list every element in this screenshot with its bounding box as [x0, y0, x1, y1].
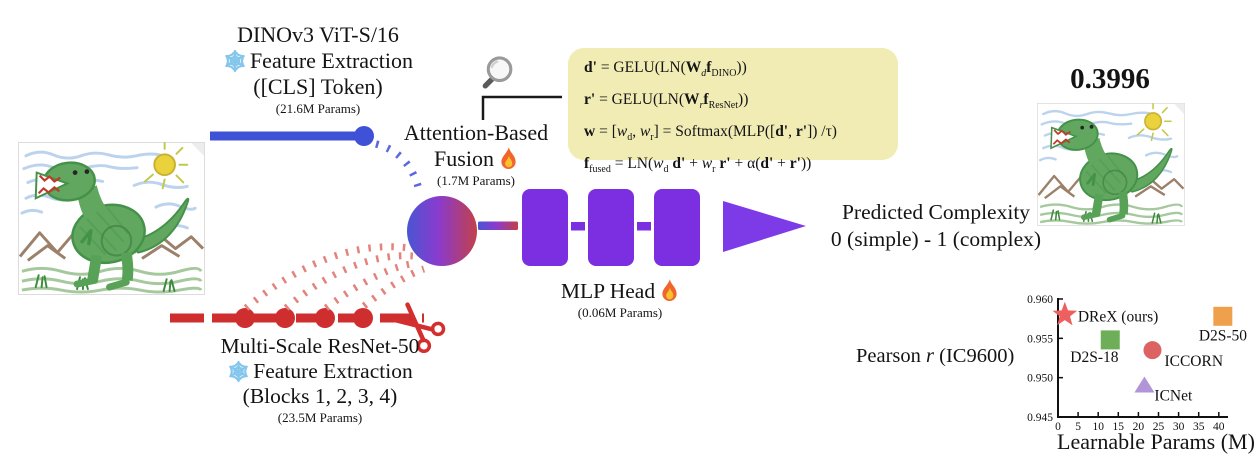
data-point-label: D2S-18	[1070, 349, 1118, 366]
x-tick-label: 15	[1113, 421, 1125, 433]
snowflake-icon	[223, 49, 247, 73]
x-tick-label: 40	[1213, 421, 1225, 433]
fusion-title-line2: Fusion	[434, 146, 494, 171]
dino-branch-title: DINOv3 ViT-S/16	[237, 22, 399, 47]
resnet-block-node	[235, 308, 255, 328]
fire-icon	[499, 147, 518, 170]
x-tick-label: 0	[1055, 421, 1061, 433]
x-tick-label: 10	[1092, 421, 1104, 433]
data-point-D2S-50	[1213, 306, 1233, 326]
data-point-label: ICNet	[1154, 388, 1193, 405]
fusion-circle	[407, 196, 477, 266]
mlp-head-params: (0.06M Params)	[577, 305, 663, 320]
equation-line: w = [wd, wr] = Softmax(MLP([d', r']) /τ)	[584, 123, 837, 144]
y-axis-label: Pearson r (IC9600)	[856, 345, 1015, 367]
mlp-head-title: MLP Head	[560, 279, 656, 303]
fusion-equations-box: d' = GELU(LN(WdfDINO)) r' = GELU(LN(WrfRe…	[568, 48, 898, 175]
scissors-icon	[392, 302, 446, 354]
fusion-label: Attention-Based Fusion (1.7M Params)	[376, 120, 576, 189]
mlp-block	[522, 189, 568, 266]
output-arrow	[723, 201, 806, 252]
output-label: Predicted Complexity 0 (simple) - 1 (com…	[812, 199, 1060, 253]
scatter-plot: 0 5 10 15 20 25 30 35 40 0.945 0.950 0.955 0.960 DReX…	[1027, 294, 1247, 433]
x-tick-label: 35	[1193, 421, 1205, 433]
output-line1: Predicted Complexity	[841, 200, 1031, 224]
x-tick-label: 25	[1153, 421, 1165, 433]
mlp-connector	[571, 222, 585, 231]
dino-branch-params: (21.6M Params)	[275, 101, 361, 116]
data-point-label: DReX (ours)	[1078, 309, 1159, 326]
snowflake-icon	[227, 360, 250, 383]
x-tick-label: 30	[1173, 421, 1185, 433]
equation-lines: d' = GELU(LN(WdfDINO)) r' = GELU(LN(WrfRe…	[584, 55, 898, 183]
mlp-block	[654, 189, 700, 266]
input-image-dinosaur-drawing	[18, 142, 205, 295]
equation-line: d' = GELU(LN(WdfDINO))	[584, 59, 747, 80]
dino-branch-token: ([CLS] Token)	[253, 74, 383, 99]
resnet-to-fusion-connectors	[243, 243, 426, 311]
mlp-head-label: MLP Head (0.06M Params)	[520, 279, 720, 321]
dino-branch-label: DINOv3 ViT-S/16 Feature Extraction ([CLS…	[212, 22, 424, 117]
x-tick-label: 20	[1133, 421, 1145, 433]
data-point-ICCORN	[1143, 341, 1162, 360]
resnet-branch-params: (23.5M Params)	[277, 410, 363, 425]
magnifier-icon	[485, 58, 511, 86]
resnet-branch-blocks: (Blocks 1, 2, 3, 4)	[242, 384, 398, 408]
resnet-branch-subtitle: Feature Extraction	[253, 359, 413, 383]
y-tick-label: 0.945	[1027, 412, 1053, 424]
prediction-score: 0.3996	[1070, 63, 1150, 95]
fusion-output-connector	[478, 221, 518, 230]
resnet-branch-label: Multi-Scale ResNet-50 Feature Extraction…	[208, 334, 432, 426]
fire-icon	[660, 279, 679, 302]
fusion-title-line1: Attention-Based	[403, 120, 549, 145]
resnet-block-node	[315, 308, 335, 328]
mlp-connector	[637, 222, 651, 231]
x-axis-label: Learnable Params (M)	[1057, 429, 1255, 454]
y-tick-label: 0.955	[1027, 333, 1053, 345]
x-tick-label: 5	[1075, 421, 1081, 433]
equation-pointer-line	[481, 95, 562, 120]
data-point-ICNet	[1134, 376, 1155, 393]
data-point-label: ICCORN	[1164, 353, 1223, 370]
resnet-block-node	[275, 308, 295, 328]
output-line2: 0 (simple) - 1 (complex)	[830, 227, 1042, 251]
y-tick-label: 0.950	[1027, 373, 1053, 385]
resnet-branch-title: Multi-Scale ResNet-50	[220, 334, 420, 358]
dino-line-endpoint	[354, 126, 374, 146]
resnet-block-node	[353, 308, 373, 328]
fusion-params: (1.7M Params)	[437, 173, 515, 188]
equation-line: ffused = LN(wd d' + wr r' + α(d' + r'))	[584, 155, 812, 176]
data-point-DReX-ours-	[1052, 301, 1078, 326]
dino-branch-subtitle: Feature Extraction	[249, 48, 414, 73]
data-point-label: D2S-50	[1199, 327, 1247, 344]
data-point-D2S-18	[1100, 330, 1120, 350]
equation-line: r' = GELU(LN(WrfResNet))	[584, 91, 749, 112]
y-tick-label: 0.960	[1027, 294, 1053, 306]
mlp-block	[588, 189, 634, 266]
